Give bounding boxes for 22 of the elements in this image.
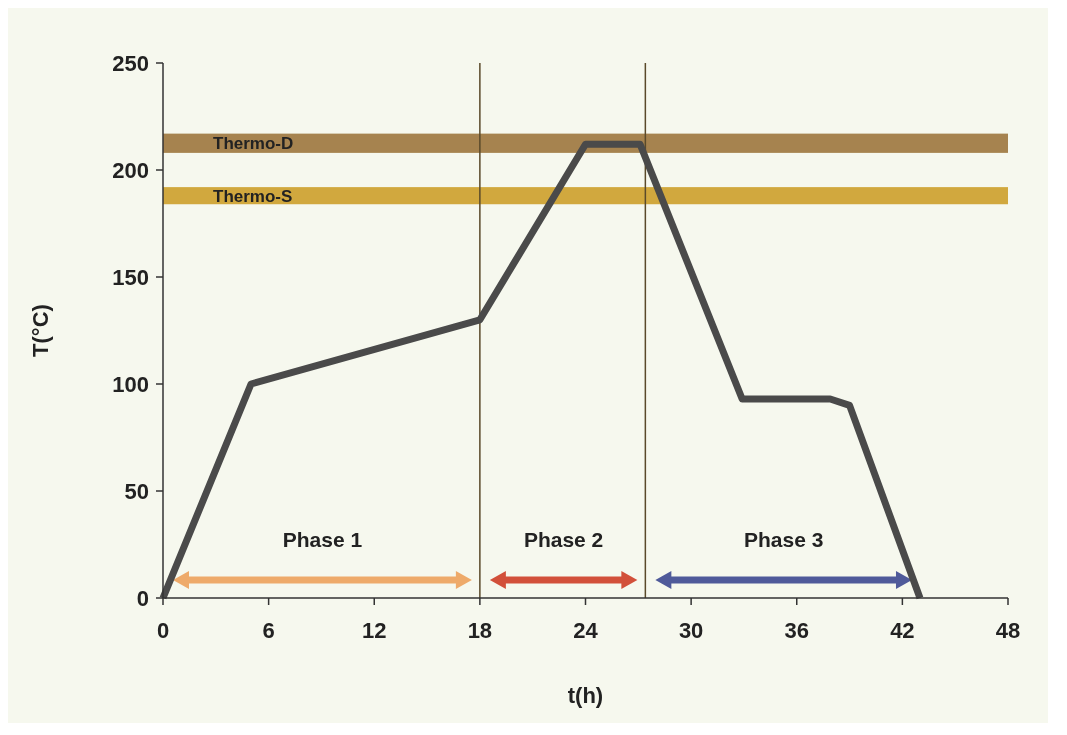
x-tick-label: 36 [784,618,809,643]
y-tick-label: 200 [112,157,149,183]
x-tick-label: 12 [362,618,387,643]
y-tick-label: 0 [136,585,149,611]
x-tick-label: 24 [573,618,599,643]
x-tick-label: 18 [467,618,493,643]
y-tick-label: 100 [112,371,149,397]
y-tick-label: 150 [112,264,149,290]
x-tick-label: 48 [995,618,1021,643]
y-tick-label: 250 [112,50,149,76]
x-tick-label: 30 [678,618,704,643]
annotation: Phase 1 [282,528,363,552]
annotation: Phase 2 [523,528,604,552]
band-label: Thermo-S [213,186,293,206]
y-axis-title: T(°C) [28,304,53,357]
x-tick-label: 6 [262,618,275,643]
annotation: Phase 3 [743,528,824,552]
band-label: Thermo-D [213,134,294,154]
x-axis-title: t(h) [567,683,604,708]
y-tick-label: 50 [124,478,149,504]
x-tick-label: 0 [156,618,170,643]
x-tick-label: 42 [890,618,915,643]
